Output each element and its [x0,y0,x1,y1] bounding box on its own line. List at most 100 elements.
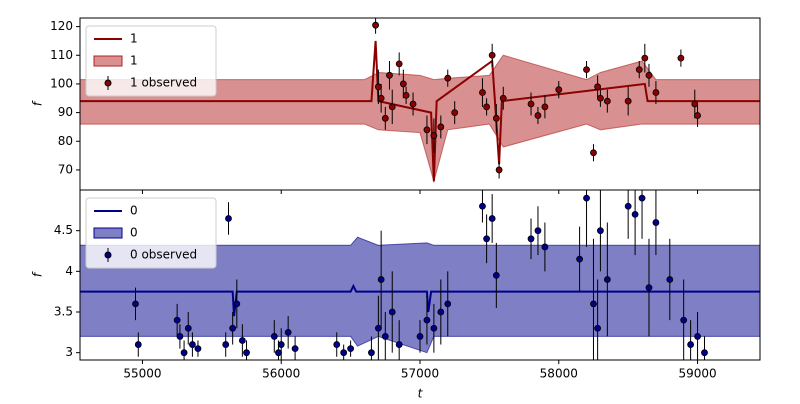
observed-point [184,324,192,332]
observed-point [701,349,708,357]
observed-point [243,349,250,357]
observed-point [645,71,653,79]
observed-point [416,333,424,340]
x-tick-label: 57000 [401,367,439,381]
band [80,236,760,354]
observed-point [430,324,438,332]
observed-point [680,316,688,324]
legend-label: 1 [130,32,138,46]
observed-point [189,341,196,348]
observed-point [399,80,407,88]
observed-point [624,97,632,105]
observed-point [597,227,604,235]
observed-point [645,284,653,292]
observed-point [291,345,299,353]
observed-point [583,66,590,73]
observed-point [270,333,278,340]
model-line [80,283,760,317]
observed-point [666,276,674,283]
legend-marker [104,79,112,87]
observed-point [347,345,355,353]
observed-point [638,194,646,202]
observed-point [479,202,486,210]
observed-point [386,71,393,79]
x-tick-label: 58000 [540,367,578,381]
y-axis-label: f [31,271,45,277]
observed-point [402,92,410,99]
observed-point [225,215,232,222]
legend-label: 0 [130,204,138,218]
legend-patch [93,227,123,239]
observed-point [423,316,431,324]
observed-point [603,97,611,105]
observed-point [694,333,701,340]
observed-point [677,54,685,62]
y-tick-label: 110 [50,48,73,62]
plot-area [80,190,760,360]
y-tick-label: 90 [58,105,73,119]
y-tick-label: 3.5 [54,305,73,319]
observed-point [527,100,535,108]
observed-point [275,349,282,357]
observed-point [590,149,597,157]
observed-point [388,308,396,316]
x-tick-label: 55000 [123,367,161,381]
y-tick-label: 70 [58,162,73,176]
legend-label: 0 observed [130,248,197,262]
observed-point [635,66,643,73]
observed-point [594,83,602,91]
legend-label: 0 [130,226,138,240]
y-tick-label: 3 [65,345,73,359]
observed-point [372,21,379,29]
observed-point [238,337,246,344]
y-tick-label: 120 [50,19,73,33]
plot-area [80,18,760,184]
observed-point [437,123,445,131]
observed-point [132,300,139,308]
observed-point [340,349,348,357]
observed-point [180,349,188,357]
x-tick-label: 59000 [678,367,716,381]
observed-point [284,328,292,336]
model-line [80,40,760,182]
legend-marker [104,251,112,259]
observed-point [691,100,699,108]
observed-point [590,300,597,308]
legend-patch [93,55,123,67]
observed-point [374,324,382,332]
observed-point [368,349,375,357]
observed-point [527,235,535,243]
observed-point [483,235,491,243]
observed-point [134,341,142,348]
legend-label: 1 [130,54,138,68]
legend-label: 1 observed [130,76,197,90]
observed-point [495,166,503,174]
observed-point [594,324,602,332]
observed-point [430,132,438,139]
observed-point [541,103,549,111]
observed-point [583,194,590,202]
observed-point [388,103,396,111]
observed-point [333,341,341,348]
observed-point [652,89,660,96]
observed-point [534,112,542,119]
observed-point [444,300,452,308]
observed-point [541,243,549,251]
observed-point [173,316,181,324]
observed-point [176,333,184,340]
x-tick-label: 56000 [262,367,300,381]
observed-point [229,324,237,332]
observed-point [499,94,507,102]
observed-point [381,114,389,122]
observed-point [488,51,496,59]
observed-point [374,83,382,91]
band [80,54,760,184]
observed-point [492,272,500,279]
observed-point [377,276,385,283]
observed-point [488,215,496,222]
observed-point [381,333,389,340]
observed-point [277,341,285,348]
observed-point [377,94,385,102]
observed-point [233,300,241,308]
observed-point [444,74,452,82]
